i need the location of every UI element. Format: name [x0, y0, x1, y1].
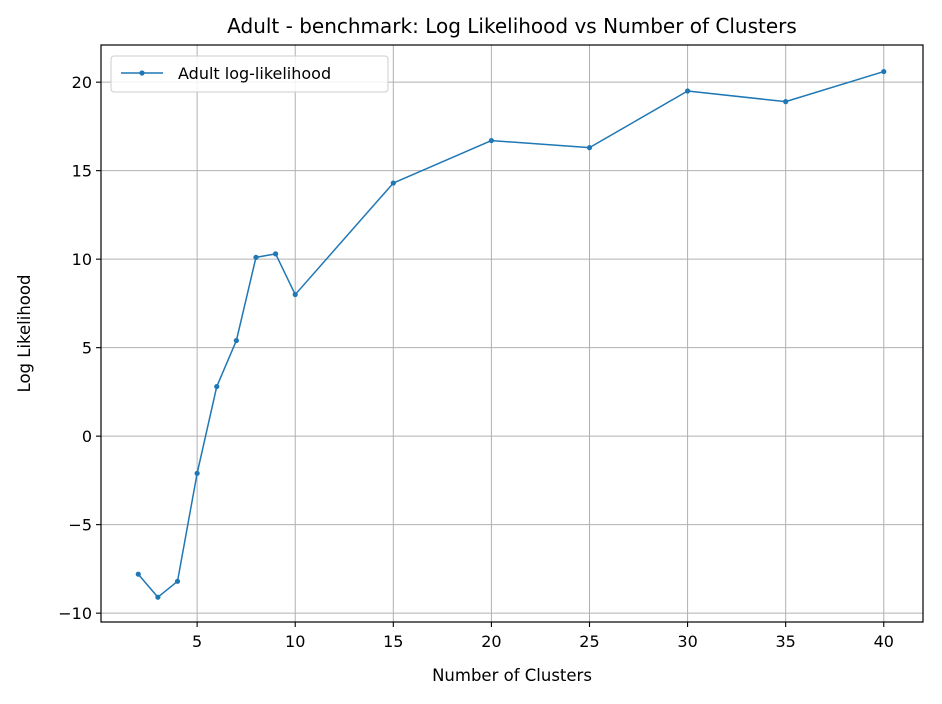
x-tick-label: 10	[285, 632, 305, 651]
chart-title: Adult - benchmark: Log Likelihood vs Num…	[227, 14, 797, 38]
x-tick-label: 40	[874, 632, 894, 651]
data-point	[253, 254, 259, 260]
data-point	[273, 251, 279, 257]
data-point	[174, 578, 181, 584]
x-tick-label: 5	[192, 632, 202, 651]
y-tick-label: 20	[72, 73, 92, 92]
x-tick-label: 15	[383, 632, 403, 651]
ticks: 5 10 15 20 25 30 35 40 −10 −5 0 5 10 15 20	[58, 73, 894, 651]
data-point	[783, 99, 789, 105]
series-line	[137, 70, 884, 598]
legend-box	[110, 55, 389, 93]
y-axis-label: Log Likelihood	[15, 275, 34, 393]
y-tick-label: −5	[68, 516, 92, 535]
series-layer	[135, 68, 887, 600]
data-point	[292, 291, 298, 298]
x-tick-label: 20	[481, 632, 501, 651]
data-point	[214, 383, 220, 390]
data-point	[155, 594, 161, 600]
legend: Adult log-likelihood	[110, 55, 389, 93]
y-tick-label: 15	[72, 162, 92, 181]
y-tick-label: 0	[82, 427, 92, 446]
data-point	[233, 337, 239, 344]
x-tick-label: 35	[775, 632, 795, 651]
data-point	[881, 68, 887, 75]
y-tick-label: 5	[82, 339, 92, 358]
data-point	[684, 88, 691, 94]
x-tick-label: 25	[579, 632, 599, 651]
y-tick-label: 10	[72, 250, 92, 269]
legend-label: Adult log-likelihood	[178, 64, 331, 83]
data-point	[135, 571, 141, 577]
plot-frame	[100, 44, 924, 623]
grid	[101, 45, 923, 622]
data-point	[488, 137, 495, 144]
y-tick-label: −10	[58, 604, 92, 623]
data-point	[586, 145, 593, 151]
legend-marker-sample	[139, 70, 145, 76]
x-axis-label: Number of Clusters	[432, 666, 592, 685]
data-point	[390, 180, 396, 186]
x-tick-label: 30	[677, 632, 697, 651]
data-point	[194, 470, 200, 476]
